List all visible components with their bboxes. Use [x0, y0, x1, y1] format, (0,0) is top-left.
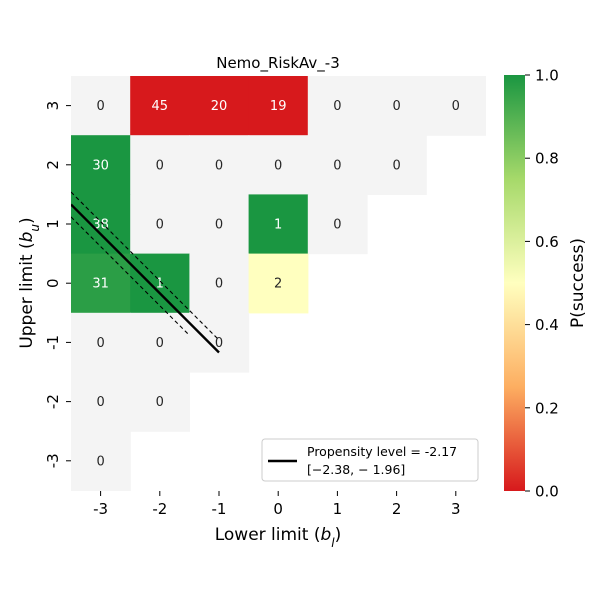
colorbar-gradient [504, 75, 525, 491]
heatmap-cell [367, 76, 427, 136]
heatmap-cell [71, 372, 131, 432]
cell-count-label: 45 [152, 99, 169, 114]
cell-count-label: 0 [96, 99, 104, 114]
heatmap-cell [130, 253, 190, 314]
cell-count-label: 0 [392, 99, 400, 114]
heatmap-cell [130, 312, 190, 373]
heatmap-cell [307, 194, 368, 255]
cell-count-label: 0 [333, 99, 341, 114]
heatmap-cell [71, 253, 131, 314]
heatmap-cell [426, 76, 486, 136]
legend-label: Propensity level = -2.17 [307, 444, 457, 459]
y-tick-label: 3 [44, 101, 62, 111]
cell-count-label: 0 [333, 158, 341, 173]
cell-count-label: 0 [96, 395, 104, 410]
cell-count-label: 31 [92, 277, 109, 292]
x-tick-label: 0 [273, 500, 283, 518]
heatmap-cell [189, 194, 250, 255]
heatmap-cell [71, 76, 131, 136]
heatmap-cell [71, 431, 131, 491]
y-axis-label: Upper limit (bu) [17, 217, 42, 348]
heatmap-cells: 0 45 20 19 0 0 030 0 0 0 0 038 0 0 1 031 1 0 20 0 00 00 [71, 76, 486, 491]
heatmap-cell [189, 76, 250, 136]
heatmap-cell [248, 253, 309, 314]
colorbar-tick-label: 0.2 [535, 399, 559, 417]
cell-count-label: 0 [333, 218, 341, 233]
x-tick-label: 1 [333, 500, 343, 518]
heatmap-cell [130, 194, 190, 255]
heatmap-cell [130, 135, 190, 195]
legend-box [261, 438, 479, 482]
y-tick-label: -2 [44, 394, 62, 409]
heatmap-cell [189, 253, 250, 314]
y-axis-ticks: 3 2 1 0 -1 -2 -3 [44, 101, 71, 468]
y-tick-label: -3 [44, 453, 62, 468]
colorbar-ticks: 0.0 0.2 0.4 0.6 0.8 1.0 [525, 67, 559, 501]
cell-count-label: 0 [215, 277, 223, 292]
legend-interval: [−2.38, − 1.96] [307, 462, 405, 477]
cell-count-label: 1 [156, 277, 164, 292]
colorbar: 0.0 0.2 0.4 0.6 0.8 1.0 P(success) [504, 67, 588, 501]
colorbar-label: P(success) [568, 238, 588, 328]
chart-title: Nemo_RiskAv_-3 [216, 54, 340, 73]
colorbar-tick-label: 1.0 [535, 67, 559, 85]
y-tick-label: 1 [44, 219, 62, 229]
cell-count-label: 0 [452, 99, 460, 114]
x-tick-label: 2 [392, 500, 402, 518]
heatmap-cell [71, 312, 131, 373]
legend: Propensity level = -2.17 [−2.38, − 1.96] [261, 438, 479, 482]
cell-count-label: 30 [92, 158, 109, 173]
cell-count-label: 0 [215, 158, 223, 173]
colorbar-tick-label: 0.4 [535, 316, 559, 334]
y-tick-label: 2 [44, 160, 62, 170]
cell-count-label: 19 [270, 99, 287, 114]
cell-count-label: 0 [156, 218, 164, 233]
colorbar-tick-label: 0.6 [535, 233, 559, 251]
y-tick-label: 0 [44, 278, 62, 288]
cell-count-label: 0 [96, 454, 104, 469]
colorbar-tick-label: 0.8 [535, 150, 559, 168]
heatmap-cell [248, 76, 309, 136]
propensity-line [71, 203, 220, 354]
x-tick-label: -3 [93, 500, 108, 518]
heatmap-cell [189, 312, 250, 373]
heatmap-cell [367, 135, 427, 195]
x-tick-label: -2 [152, 500, 167, 518]
cell-count-label: 0 [96, 336, 104, 351]
heatmap-cell [71, 194, 131, 255]
cell-count-label: 1 [274, 218, 282, 233]
heatmap-cell [248, 194, 309, 255]
x-tick-label: -1 [212, 500, 227, 518]
y-tick-label: -1 [44, 335, 62, 350]
heatmap-cell [248, 135, 309, 195]
cell-count-label: 0 [274, 158, 282, 173]
cell-count-label: 0 [156, 336, 164, 351]
x-tick-label: 3 [451, 500, 461, 518]
cell-count-label: 0 [156, 158, 164, 173]
heatmap-cell [130, 76, 190, 136]
heatmap-cell [307, 135, 368, 195]
x-axis-ticks: -3 -2 -1 0 1 2 3 [93, 491, 461, 518]
cell-count-label: 0 [215, 336, 223, 351]
propensity-lines [71, 191, 220, 354]
cell-count-label: 0 [215, 218, 223, 233]
x-axis-label: Lower limit (bl) [215, 525, 342, 550]
cell-count-label: 38 [92, 218, 109, 233]
colorbar-tick-label: 0.0 [535, 483, 559, 501]
cell-count-label: 2 [274, 277, 282, 292]
heatmap-cell [71, 135, 131, 195]
heatmap-cell [307, 76, 368, 136]
heatmap-cell [189, 135, 250, 195]
cell-count-label: 0 [392, 158, 400, 173]
cell-count-label: 20 [211, 99, 228, 114]
heatmap-cell [130, 372, 190, 432]
cell-count-label: 0 [156, 395, 164, 410]
